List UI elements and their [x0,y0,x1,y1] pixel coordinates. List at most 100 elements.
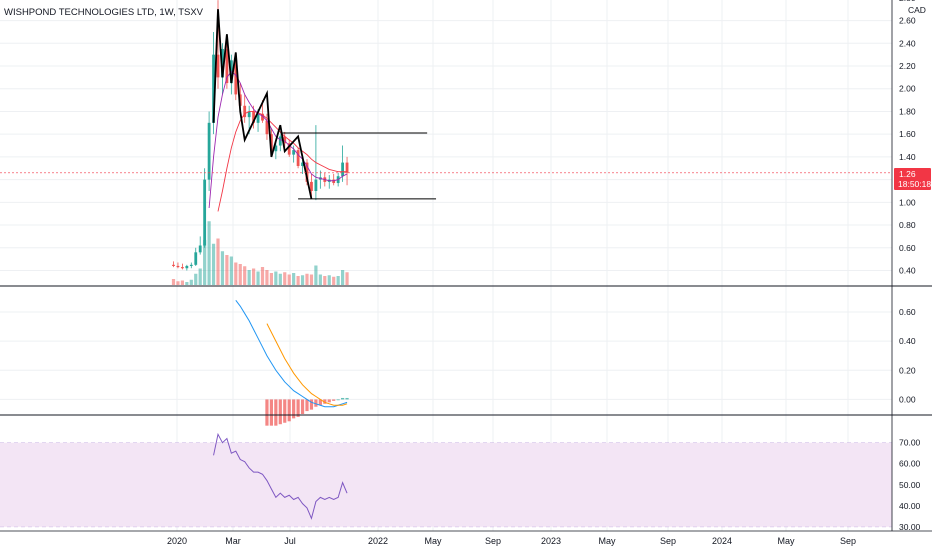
macd-tick-label: 0.00 [899,394,916,404]
price-tick-label: 2.80 [899,0,916,3]
candle-body [212,54,215,123]
time-tick-label: Sep [660,536,676,546]
macd-hist-bar [332,399,336,401]
last-price-tag: 1.26 18:50:18 [894,168,931,190]
macd-hist-bar [283,399,287,423]
macd-histogram [265,397,349,426]
macd-hist-bar [300,399,305,414]
price-tick-label: 1.80 [899,106,916,116]
candle-body [194,252,198,265]
price-tick-label: 0.60 [899,243,916,253]
time-tick-label: 2023 [541,536,561,546]
bar-countdown: 18:50:18 [898,179,931,189]
macd-hist-bar [274,399,278,426]
macd-hist-bar [296,399,300,417]
macd-tick-label: 0.20 [899,365,916,375]
last-price-value: 1.26 [899,169,916,179]
macd-hist-bar [323,399,327,404]
currency-label: CAD [908,5,926,15]
price-axis[interactable]: 2.802.602.402.202.001.801.601.401.201.00… [899,0,916,276]
volume-bar [287,274,291,285]
macd-hist-bar [287,399,291,422]
candle-body [292,150,296,155]
volume-bar [305,273,309,285]
rsi-tick-label: 60.00 [899,459,921,469]
macd-hist-bar [341,397,345,400]
volume-bar [198,268,202,285]
macd-hist-bar [269,399,273,426]
candle-body [270,134,273,152]
volume-bar [260,267,265,285]
candle-body [225,48,229,84]
rsi-tick-label: 30.00 [899,522,921,532]
time-tick-label: Sep [840,536,856,546]
price-tick-label: 2.00 [899,84,916,94]
volume-bar [309,274,314,285]
volume-bar [220,251,225,285]
macd-hist-bar [278,399,282,425]
candle-body [301,162,304,166]
volume-bar [314,265,318,285]
volume-bar [296,276,300,285]
volume-bar [332,276,336,285]
rsi-tick-label: 40.00 [899,501,921,511]
volume-bar [256,271,260,285]
pattern-drawing[interactable] [212,9,313,200]
candle-body [185,265,189,269]
time-tick-label: Sep [485,536,501,546]
candle-body [345,162,349,173]
volume-bar [234,262,238,285]
candle-body [172,264,175,266]
candle-body [274,145,278,152]
candle-body [252,111,255,123]
volume-bar [207,221,211,285]
candle-body [283,136,287,144]
time-tick-label: Jul [284,536,296,546]
time-tick-label: Mar [225,536,241,546]
macd-axis[interactable]: 0.60 0.40 0.20 0.00 [899,307,916,404]
candle-body [287,143,291,155]
time-tick-label: May [424,536,442,546]
volume-bar [238,264,242,285]
price-tick-label: 1.00 [899,197,916,207]
rsi-tick-label: 50.00 [899,480,921,490]
chart-title: WISHPOND TECHNOLOGIES LTD, 1W, TSXV [4,7,204,18]
price-tick-label: 1.40 [899,152,916,162]
volume-bar [203,240,207,285]
time-axis[interactable]: 2020 Mar Jul 2022 May Sep 2023 May Sep 2024 May Sep [167,536,856,546]
price-tick-label: 1.60 [899,129,916,139]
macd-tick-label: 0.60 [899,307,916,317]
candle-body [189,264,193,266]
rsi-tick-label: 70.00 [899,438,921,448]
candle-body [247,111,251,118]
macd-line [235,300,348,408]
time-tick-label: 2024 [712,536,732,546]
candle-body [176,265,180,268]
time-tick-label: 2020 [167,536,187,546]
volume-bar [185,282,189,285]
time-tick-label: May [777,536,795,546]
signal-line [266,323,348,406]
price-tick-label: 0.40 [899,266,916,276]
volume-bar [327,275,331,285]
macd-hist-bar [265,399,269,426]
ma-slow-line [217,111,348,212]
rsi-band [0,442,892,527]
volume-bar [269,273,273,285]
rsi-line [213,432,348,520]
volume-bar [229,256,233,285]
candle-body [198,245,202,253]
macd-hist-bar [327,399,331,403]
macd-tick-label: 0.40 [899,336,916,346]
volume-bar [323,276,327,285]
price-tick-label: 2.60 [899,16,916,26]
volume-bar [265,270,269,285]
price-candles[interactable] [172,0,349,271]
rsi-axis[interactable]: 70.00 60.00 50.00 40.00 30.00 [899,438,921,532]
candle-body [256,113,260,123]
candle-body [216,54,220,78]
volume-bar [171,279,176,285]
candle-body [181,267,184,269]
candle-body [332,179,336,184]
